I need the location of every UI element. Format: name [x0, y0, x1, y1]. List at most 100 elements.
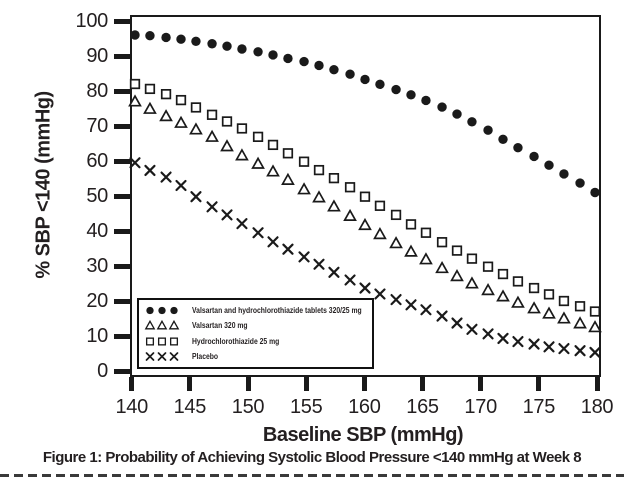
- open-triangle-marker: [419, 252, 433, 265]
- open-square-marker: [482, 261, 494, 272]
- open-square-icon: [145, 337, 155, 346]
- open-square-marker: [558, 295, 570, 307]
- open-square-icon: [145, 336, 179, 347]
- open-square-marker: [436, 237, 448, 248]
- open-triangle-marker: [358, 217, 372, 231]
- open-triangle-icon: [156, 320, 168, 330]
- x-tick-label: 170: [464, 396, 497, 418]
- filled-circle-marker: [590, 187, 600, 198]
- open-triangle-marker: [343, 208, 357, 221]
- x-cross-marker: [206, 201, 218, 213]
- x-cross-marker: [589, 346, 601, 359]
- series-filled-circle: [130, 30, 600, 198]
- filled-circle-marker: [575, 178, 585, 188]
- filled-circle-marker: [406, 90, 416, 100]
- open-square-marker: [236, 123, 248, 134]
- open-triangle-marker: [527, 301, 541, 314]
- open-triangle-icon: [144, 320, 156, 330]
- y-tick: [114, 298, 130, 304]
- x-cross-marker: [558, 343, 570, 355]
- legend-label: Valsartan and hydrochlorothiazide tablet…: [192, 305, 362, 315]
- x-cross-marker: [221, 209, 233, 221]
- y-tick-label: 70: [86, 115, 108, 137]
- series-open-square: [129, 78, 601, 317]
- x-cross-icon: [145, 352, 155, 362]
- open-triangle-marker: [143, 101, 157, 114]
- filled-circle-marker: [253, 47, 263, 57]
- legend-label: Hydrochlorothiazide 25 mg: [192, 336, 280, 346]
- open-square-marker: [206, 109, 218, 120]
- filled-circle-marker: [345, 69, 355, 79]
- x-cross-icon: [157, 352, 167, 362]
- x-cross-marker: [129, 157, 141, 169]
- y-tick-label: 50: [86, 185, 108, 207]
- x-cross-marker: [359, 282, 371, 294]
- filled-circle-marker: [559, 169, 569, 179]
- y-tick: [114, 88, 130, 94]
- filled-circle-icon: [146, 306, 154, 314]
- open-square-icon: [157, 337, 167, 346]
- open-triangle-marker: [281, 172, 295, 185]
- open-square-marker: [359, 191, 371, 202]
- x-tick-label: 160: [348, 396, 381, 418]
- open-square-marker: [298, 156, 310, 167]
- open-square-marker: [420, 227, 432, 238]
- filled-circle-marker: [329, 64, 339, 75]
- filled-circle-marker: [544, 160, 554, 170]
- x-tick: [187, 377, 193, 391]
- x-tick-label: 165: [406, 396, 439, 418]
- filled-circle-marker: [314, 60, 324, 71]
- x-cross-marker: [190, 191, 202, 203]
- open-square-marker: [157, 337, 167, 346]
- x-cross-marker: [267, 236, 279, 248]
- y-tick: [114, 193, 130, 199]
- open-triangle-marker: [481, 283, 495, 296]
- open-square-marker: [390, 209, 402, 221]
- y-tick-label: 40: [86, 220, 108, 242]
- y-tick-label: 30: [86, 255, 108, 277]
- x-tick: [245, 377, 251, 391]
- open-triangle-marker: [542, 306, 556, 319]
- y-tick-label: 100: [75, 10, 109, 32]
- x-cross-marker: [405, 299, 417, 311]
- open-square-marker: [344, 182, 356, 193]
- open-square-marker: [160, 88, 172, 100]
- y-tick-label: 20: [86, 290, 108, 312]
- open-square-marker: [282, 148, 294, 159]
- filled-circle-marker: [161, 32, 171, 43]
- open-square-icon: [169, 337, 179, 346]
- open-triangle-marker: [297, 182, 311, 195]
- filled-circle-marker: [437, 102, 447, 112]
- x-cross-marker: [497, 332, 509, 345]
- x-tick-label: 150: [231, 396, 265, 418]
- x-tick-label: 145: [173, 396, 207, 418]
- y-tick: [114, 263, 130, 269]
- open-square-marker: [169, 337, 179, 346]
- open-triangle-marker: [465, 276, 479, 289]
- x-tick: [536, 377, 542, 391]
- open-square-marker: [589, 306, 601, 317]
- y-tick-label: 0: [97, 360, 108, 382]
- open-square-marker: [497, 268, 509, 280]
- open-triangle-marker: [235, 148, 249, 161]
- x-cross-marker: [374, 288, 386, 300]
- y-tick-label: 80: [86, 80, 108, 102]
- x-tick-label: 140: [115, 396, 148, 418]
- filled-circle-marker: [529, 151, 539, 162]
- x-cross-marker: [451, 317, 463, 329]
- filled-circle-marker: [513, 143, 523, 153]
- legend-item: Hydrochlorothiazide 25 mg: [145, 334, 368, 349]
- y-tick: [114, 123, 130, 129]
- open-triangle-marker: [168, 320, 180, 330]
- open-square-marker: [466, 253, 478, 264]
- open-square-marker: [313, 164, 325, 176]
- open-square-marker: [129, 78, 141, 90]
- filled-circle-marker: [268, 50, 278, 60]
- filled-circle-marker: [176, 34, 186, 44]
- open-triangle-marker: [205, 129, 219, 142]
- filled-circle-marker: [158, 306, 166, 314]
- y-tick: [114, 333, 130, 339]
- legend-label: Placebo: [192, 352, 219, 362]
- filled-circle-marker: [467, 117, 477, 127]
- x-cross-icon: [145, 351, 179, 362]
